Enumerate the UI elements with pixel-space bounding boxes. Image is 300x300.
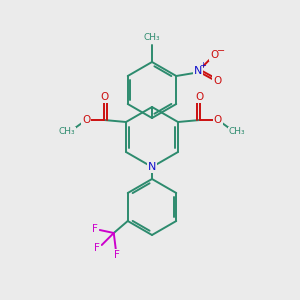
Text: +: +: [199, 61, 206, 70]
Text: O: O: [210, 50, 218, 60]
Text: O: O: [196, 92, 204, 102]
Text: CH₃: CH₃: [59, 128, 75, 136]
Text: F: F: [92, 224, 98, 234]
Text: CH₃: CH₃: [144, 34, 160, 43]
Text: O: O: [214, 115, 222, 125]
Text: N: N: [148, 162, 156, 172]
Text: −: −: [217, 46, 225, 56]
Text: F: F: [114, 250, 120, 260]
Text: O: O: [213, 76, 221, 86]
Text: F: F: [94, 243, 100, 253]
Text: O: O: [100, 92, 108, 102]
Text: N: N: [194, 66, 202, 76]
Text: O: O: [82, 115, 90, 125]
Text: CH₃: CH₃: [229, 128, 245, 136]
